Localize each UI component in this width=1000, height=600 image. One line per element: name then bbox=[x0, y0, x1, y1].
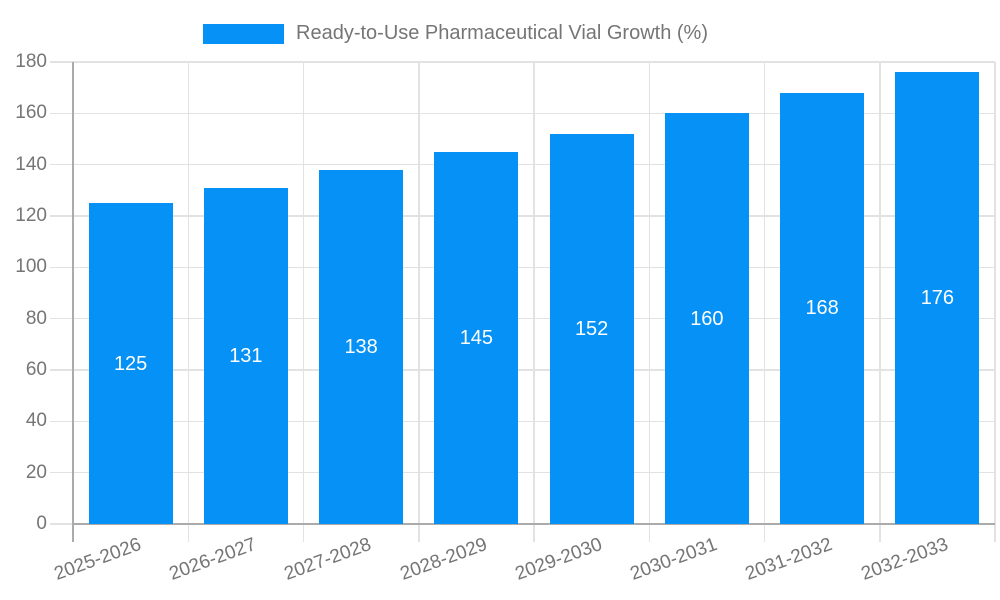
bar-value-label: 145 bbox=[459, 326, 494, 349]
bar-value-label: 160 bbox=[690, 307, 724, 330]
y-axis-tick-label: 120 bbox=[15, 205, 47, 226]
bar[interactable] bbox=[319, 169, 404, 524]
gridline-y bbox=[50, 266, 995, 269]
x-axis-tick-label: 2026-2027 bbox=[166, 534, 260, 585]
gridline-y bbox=[50, 215, 995, 217]
gridline-y bbox=[50, 163, 995, 166]
legend-label: Ready-to-Use Pharmaceutical Vial Growth … bbox=[296, 22, 709, 44]
gridline-y bbox=[50, 369, 995, 371]
bar[interactable] bbox=[434, 151, 519, 524]
bar[interactable] bbox=[895, 72, 980, 524]
bar[interactable] bbox=[549, 133, 634, 524]
gridline-x bbox=[994, 62, 996, 542]
y-axis-tick-label: 180 bbox=[15, 51, 47, 72]
y-axis-tick-label: 0 bbox=[36, 513, 47, 534]
bar-value-label: 138 bbox=[344, 335, 378, 358]
gridline-x bbox=[879, 62, 881, 542]
gridline-y bbox=[50, 420, 995, 423]
gridline-y bbox=[50, 471, 995, 474]
x-axis-tick-label: 2027-2028 bbox=[281, 534, 375, 585]
bar-value-label: 131 bbox=[229, 344, 263, 367]
x-axis-tick-label: 2031-2032 bbox=[742, 534, 836, 585]
y-axis-tick-label: 140 bbox=[15, 153, 47, 175]
y-axis-tick-label: 60 bbox=[25, 359, 47, 380]
gridline-x bbox=[302, 62, 305, 542]
x-axis-tick-label: 2025-2026 bbox=[51, 534, 144, 585]
y-axis-tick-label: 160 bbox=[15, 102, 47, 124]
x-axis-tick-label: 2032-2033 bbox=[857, 534, 951, 585]
y-axis-tick-label: 20 bbox=[25, 461, 47, 483]
gridline-x bbox=[187, 62, 189, 542]
gridline-x bbox=[418, 62, 420, 542]
bar-value-label: 168 bbox=[805, 297, 839, 320]
bar[interactable] bbox=[203, 187, 288, 524]
bar-value-label: 152 bbox=[574, 317, 609, 340]
gridline-x bbox=[648, 62, 650, 542]
bar[interactable] bbox=[88, 203, 173, 524]
gridline-y bbox=[50, 112, 995, 115]
y-axis-tick-label: 80 bbox=[25, 307, 47, 329]
gridline-x bbox=[533, 62, 535, 542]
x-axis-tick-label: 2030-2031 bbox=[627, 534, 721, 585]
legend[interactable]: Ready-to-Use Pharmaceutical Vial Growth … bbox=[203, 22, 708, 45]
bar-value-label: 176 bbox=[920, 287, 955, 310]
gridline-y bbox=[50, 317, 995, 320]
bar-value-label: 125 bbox=[113, 352, 148, 375]
legend-swatch-icon bbox=[203, 23, 284, 44]
x-axis-tick-label: 2029-2030 bbox=[512, 534, 605, 585]
y-axis-tick-label: 40 bbox=[25, 410, 47, 432]
y-axis-tick-label: 100 bbox=[15, 256, 47, 278]
bar[interactable] bbox=[664, 113, 749, 524]
bar[interactable] bbox=[780, 92, 865, 524]
gridline-y bbox=[50, 61, 995, 63]
gridline-x bbox=[763, 62, 766, 542]
x-axis-line bbox=[72, 523, 995, 525]
x-axis-tick-label: 2028-2029 bbox=[396, 534, 490, 585]
y-axis-line bbox=[72, 62, 74, 542]
